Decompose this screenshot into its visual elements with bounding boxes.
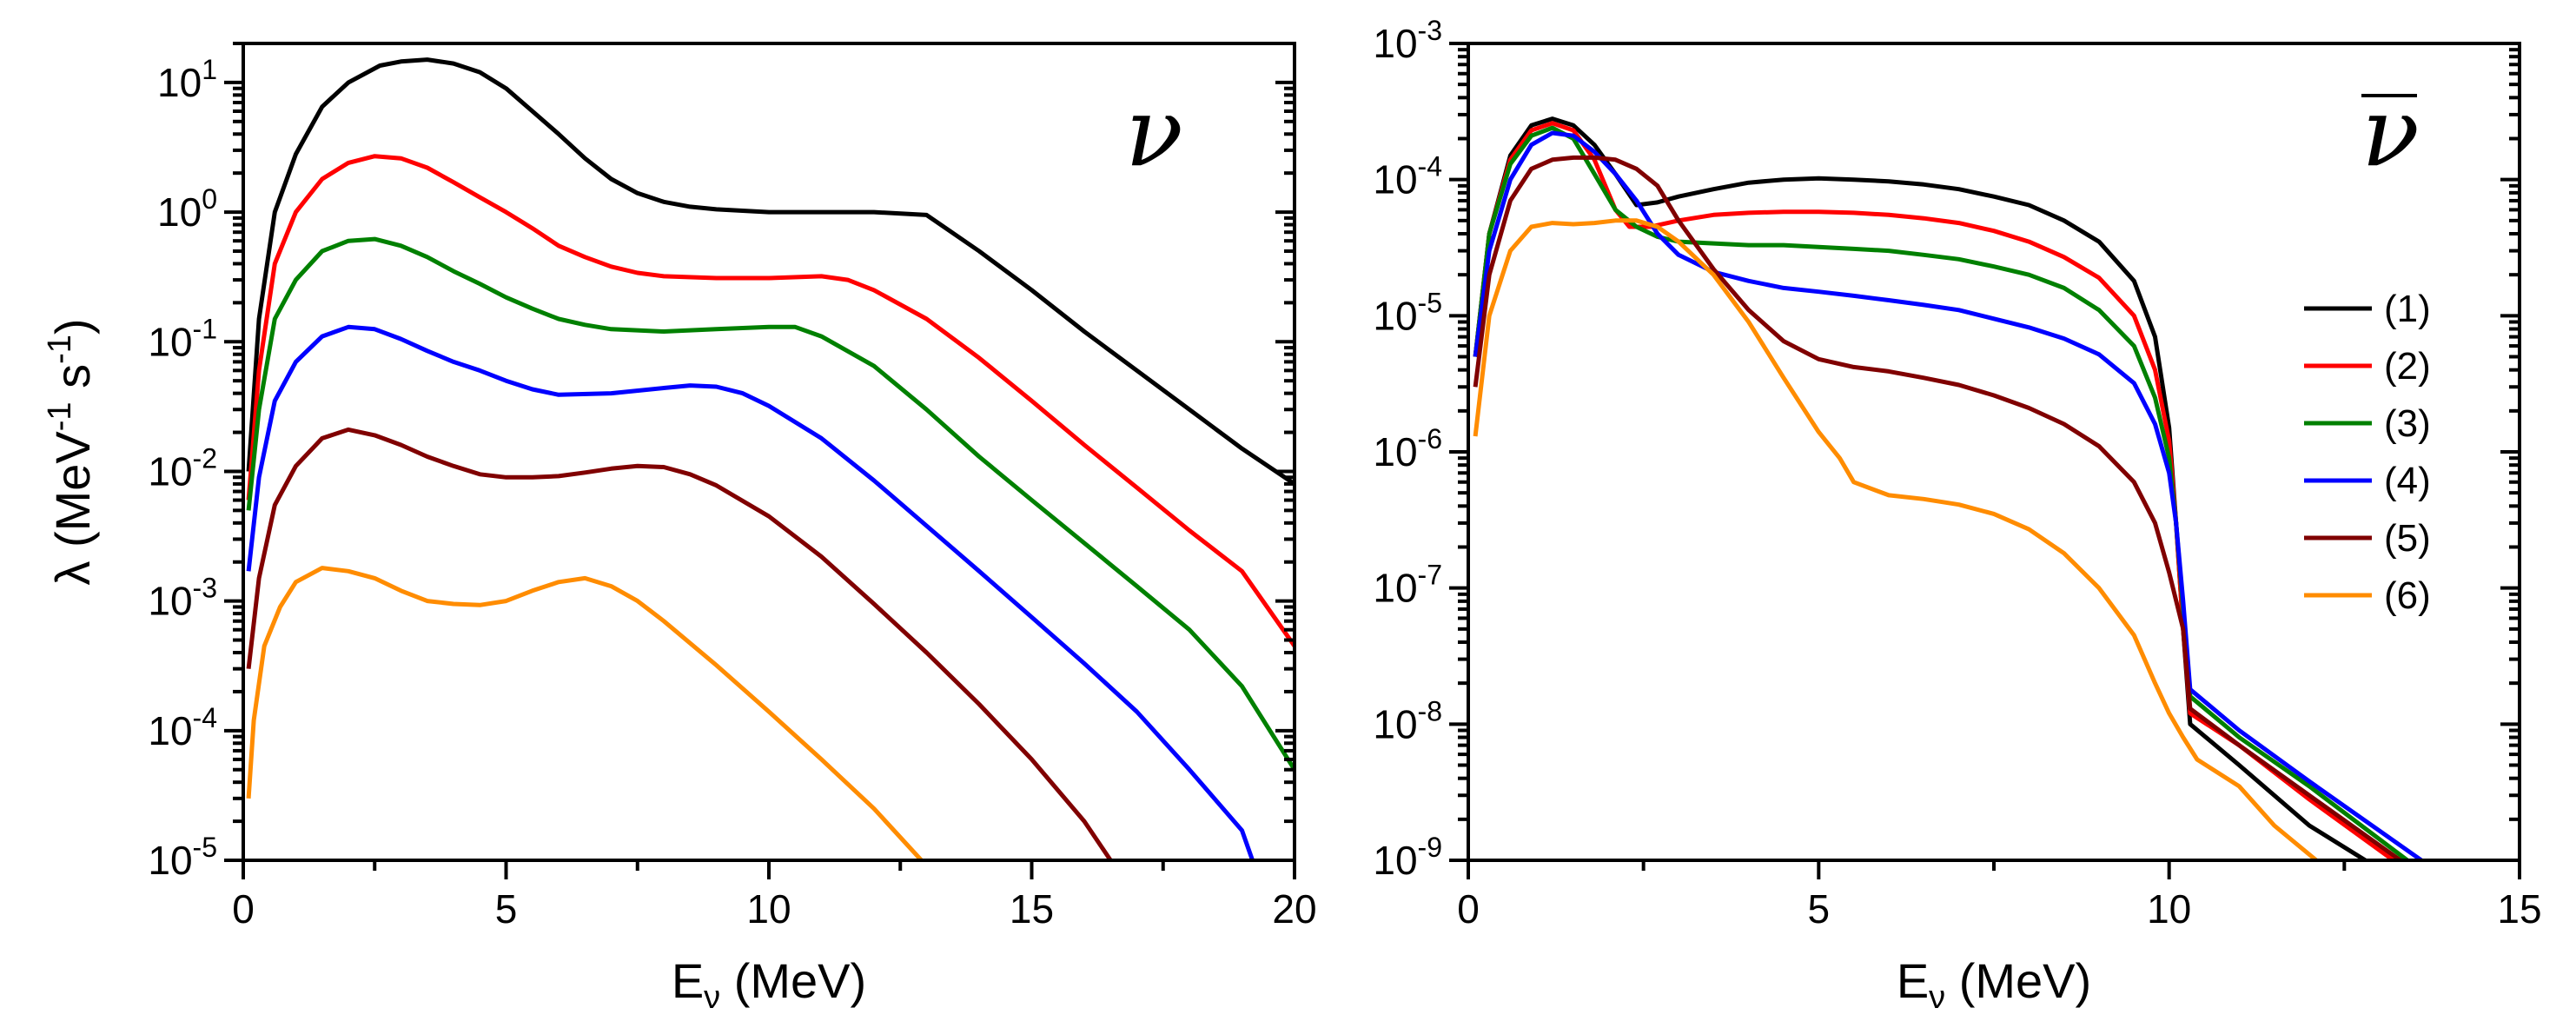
left-x-tick-label: 10 <box>746 886 791 932</box>
right-series-group <box>1473 116 2423 860</box>
right-y-tick-label: 10-4 <box>1373 151 1442 202</box>
right-x-tick-label: 0 <box>1457 886 1480 932</box>
left-series-line-4 <box>246 324 1255 860</box>
legend-label-6: (6) <box>2384 574 2431 617</box>
legend-label-1: (1) <box>2384 288 2431 330</box>
left-y-tick-label: 101 <box>157 54 217 105</box>
right-xlabel-sub: ν <box>1929 979 1945 1016</box>
left-xlabel-sub: ν <box>704 979 720 1016</box>
right-series-line-5 <box>1473 155 2402 860</box>
legend-label-5: (5) <box>2384 517 2431 560</box>
legend-label-2: (2) <box>2384 345 2431 388</box>
left-xlabel-rest: (MeV) <box>720 953 866 1008</box>
left-y-tick-label: 10-3 <box>148 573 217 624</box>
right-x-tick-label: 5 <box>1808 886 1831 932</box>
ylabel-suffix: ) <box>45 318 100 335</box>
right-xlabel-rest: (MeV) <box>1945 953 2091 1008</box>
right-y-tick-label: 10-9 <box>1373 832 1442 883</box>
left-y-axis-label: λ (MeV-1 s-1) <box>42 318 100 585</box>
ylabel-prefix: λ (MeV <box>45 431 100 586</box>
left-ticks: 0 5 10 15 20 101 100 10-1 10-2 10-3 10-4 10-5 <box>148 42 1317 932</box>
left-series-line-1 <box>246 57 1295 486</box>
left-y-tick-label: 10-2 <box>148 442 217 494</box>
right-series-line-4 <box>1473 130 2423 860</box>
right-x-tick-label: 15 <box>2497 886 2541 932</box>
left-nu-annotation: ν <box>1125 76 1183 188</box>
right-ticks: 0 5 10 15 10-3 10-4 10-5 10-6 10-7 10-8 10-9 <box>1373 15 2541 932</box>
left-y-tick-label: 10-1 <box>148 313 217 364</box>
left-x-tick-label: 5 <box>495 886 518 932</box>
legend-label-3: (3) <box>2384 402 2431 445</box>
left-y-tick-label: 10-4 <box>148 702 217 753</box>
legend: (1) (2) (3) (4) (5) (6) <box>2304 288 2431 617</box>
left-x-tick-label: 0 <box>232 886 255 932</box>
legend-label-4: (4) <box>2384 460 2431 502</box>
right-series-line-1 <box>1473 116 2367 860</box>
right-nubar-annotation: ν <box>2361 76 2420 188</box>
left-series-group <box>246 57 1295 860</box>
right-series-line-6 <box>1473 218 2318 860</box>
right-xlabel-main: E <box>1897 953 1929 1008</box>
right-x-axis-label: Eν (MeV) <box>1897 953 2091 1016</box>
left-xlabel-main: E <box>672 953 704 1008</box>
right-y-tick-label: 10-8 <box>1373 695 1442 746</box>
left-x-tick-label: 20 <box>1272 886 1316 932</box>
ylabel-middle: s <box>45 364 100 402</box>
left-panel: 0 5 10 15 20 101 100 10-1 10-2 10-3 10-4 10-5 ν Eν … <box>42 42 1317 1016</box>
right-y-tick-label: 10-5 <box>1373 287 1442 338</box>
left-y-tick-label: 10-5 <box>148 832 217 883</box>
left-series-line-6 <box>246 566 924 860</box>
left-series-line-2 <box>246 154 1295 647</box>
left-x-axis-label: Eν (MeV) <box>672 953 866 1016</box>
right-y-tick-label: 10-6 <box>1373 423 1442 474</box>
left-series-line-5 <box>246 427 1113 860</box>
right-y-tick-label: 10-7 <box>1373 560 1442 611</box>
right-y-tick-label: 10-3 <box>1373 15 1442 66</box>
ylabel-exp2: -1 <box>42 335 78 364</box>
left-x-tick-label: 15 <box>1010 886 1054 932</box>
left-series-line-3 <box>246 236 1295 772</box>
ylabel-exp1: -1 <box>42 401 78 431</box>
left-y-tick-label: 100 <box>157 183 217 235</box>
right-x-tick-label: 10 <box>2147 886 2191 932</box>
right-panel: 0 5 10 15 10-3 10-4 10-5 10-6 10-7 10-8 10-9 ν (1)… <box>1373 15 2541 1016</box>
